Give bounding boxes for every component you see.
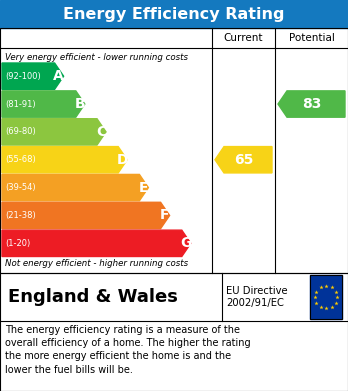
Text: A: A (53, 69, 64, 83)
Text: G: G (180, 236, 191, 250)
Polygon shape (2, 174, 148, 201)
Text: Potential: Potential (288, 33, 334, 43)
Text: Energy Efficiency Rating: Energy Efficiency Rating (63, 7, 285, 22)
Text: D: D (117, 153, 128, 167)
Polygon shape (2, 202, 169, 229)
Text: (81-91): (81-91) (5, 100, 35, 109)
Text: (92-100): (92-100) (5, 72, 41, 81)
Bar (0, 28, 348, 273)
Text: (55-68): (55-68) (5, 155, 36, 164)
Polygon shape (215, 147, 272, 173)
Text: 65: 65 (234, 153, 253, 167)
Text: (21-38): (21-38) (5, 211, 36, 220)
Text: Not energy efficient - higher running costs: Not energy efficient - higher running co… (5, 260, 188, 269)
Text: C: C (96, 125, 106, 139)
Bar (310, 275, 342, 319)
Text: 83: 83 (302, 97, 321, 111)
Polygon shape (2, 147, 127, 173)
Text: Current: Current (224, 33, 263, 43)
Text: F: F (160, 208, 169, 222)
Text: (69-80): (69-80) (5, 127, 36, 136)
Text: England & Wales: England & Wales (8, 288, 178, 306)
Polygon shape (278, 91, 345, 117)
Polygon shape (2, 91, 85, 117)
Text: (1-20): (1-20) (5, 239, 30, 248)
Text: Very energy efficient - lower running costs: Very energy efficient - lower running co… (5, 52, 188, 61)
Bar (0, 0, 348, 28)
Text: The energy efficiency rating is a measure of the
overall efficiency of a home. T: The energy efficiency rating is a measur… (5, 325, 251, 375)
Text: (39-54): (39-54) (5, 183, 35, 192)
Polygon shape (2, 119, 106, 145)
Text: B: B (74, 97, 85, 111)
Bar (0, 273, 348, 391)
Bar (310, 275, 342, 319)
Polygon shape (2, 230, 191, 256)
Text: E: E (139, 181, 148, 195)
Polygon shape (2, 63, 64, 90)
Text: EU Directive
2002/91/EC: EU Directive 2002/91/EC (226, 286, 288, 308)
